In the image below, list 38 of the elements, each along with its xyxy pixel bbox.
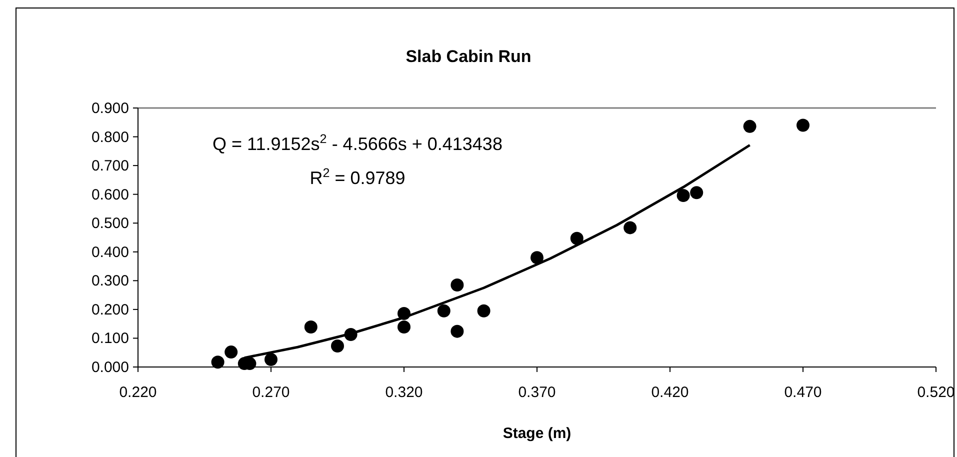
point: [690, 186, 704, 200]
y-tick-label: 0.000: [91, 359, 129, 376]
y-tick-label: 0.400: [91, 244, 129, 261]
point: [224, 346, 238, 359]
x-tick-label: 0.220: [119, 384, 157, 401]
point: [477, 304, 490, 318]
point: [796, 118, 810, 132]
y-tick-label: 0.800: [91, 128, 129, 146]
point: [624, 221, 637, 234]
y-tick-label: 0.700: [91, 158, 129, 175]
x-tick-label: 0.520: [917, 384, 955, 401]
y-tick-label: 0.500: [91, 215, 129, 232]
point: [676, 188, 690, 202]
point: [398, 320, 410, 334]
point: [450, 324, 464, 338]
point: [530, 251, 544, 264]
x-tick-label: 0.370: [518, 384, 556, 401]
y-tick-label: 0.300: [91, 272, 129, 290]
y-tick-label: 0.100: [91, 330, 129, 348]
point: [743, 120, 756, 133]
point: [331, 339, 344, 352]
x-tick-label: 0.320: [385, 384, 423, 401]
y-tick-label: 0.600: [91, 186, 129, 204]
chart-title: Slab Cabin Run: [406, 47, 532, 66]
point: [450, 278, 464, 292]
annotation: Q = 11.9152s$^{2}$ - 4.5666s + 0.413438: [212, 132, 502, 154]
point: [437, 304, 450, 318]
y-tick-label: 0.200: [91, 301, 129, 318]
x-tick-label: 0.270: [252, 384, 290, 401]
y-tick-label: 0.900: [91, 100, 129, 117]
annotation: R$^{2}$ = 0.9789: [310, 166, 406, 188]
point: [211, 356, 224, 369]
x-axis-title: Stage (m): [502, 425, 572, 442]
point: [304, 320, 318, 334]
point: [570, 232, 584, 245]
x-tick-label: 0.470: [784, 384, 822, 401]
point: [264, 353, 278, 366]
x-tick-label: 0.420: [651, 384, 689, 401]
